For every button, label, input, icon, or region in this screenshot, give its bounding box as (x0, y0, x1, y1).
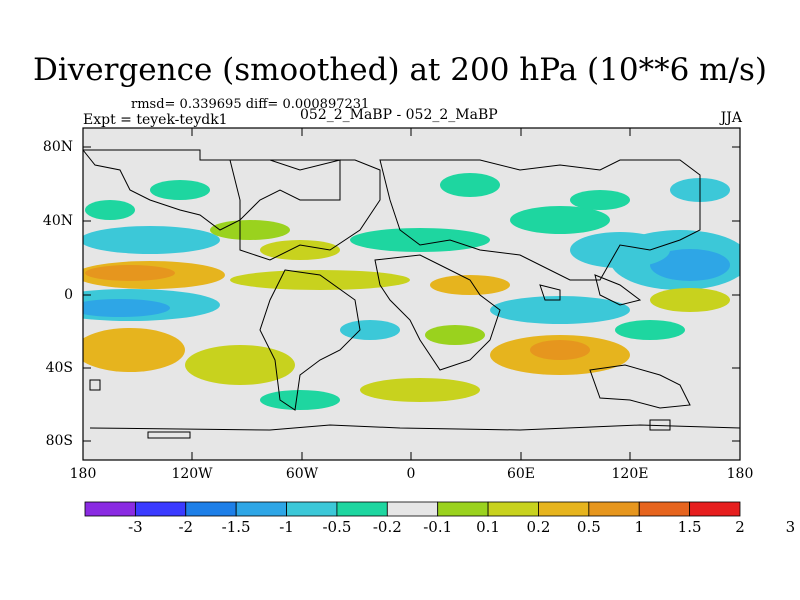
field-blob-darkorange (85, 265, 175, 281)
colorbar-swatch (235, 501, 287, 517)
colorbar-label: -1 (279, 518, 294, 536)
colorbar-label: -0.5 (322, 518, 352, 536)
experiment-label: Expt = teyek-teydk1 (83, 112, 228, 128)
field-blob-green (570, 190, 630, 210)
season-label: JJA (720, 110, 742, 126)
colorbar-swatch (638, 501, 691, 517)
field-blob-green (85, 200, 135, 220)
colorbar-label: 1.5 (677, 518, 702, 536)
field-blob-lime (425, 325, 485, 345)
field-blob-olive (185, 345, 295, 385)
field-blob-olive (230, 270, 410, 290)
colorbar-swatch (437, 501, 489, 517)
lon-label-60w: 60W (285, 466, 319, 482)
field-blob-green (615, 320, 685, 340)
colorbar-swatch (386, 501, 439, 517)
lat-ticks (83, 146, 740, 442)
colorbar-swatch (336, 501, 388, 517)
colorbar-label: -0.1 (423, 518, 453, 536)
lat-label-eq: 0 (64, 287, 73, 303)
lat-label-40s: 40S (45, 360, 73, 376)
colorbar-label: -0.2 (372, 518, 402, 536)
field-blob-green (350, 228, 490, 252)
colorbar-swatch (134, 501, 187, 517)
lon-label-120e: 120E (611, 466, 649, 482)
coastline-outlines (83, 149, 740, 439)
colorbar-label: -3 (128, 518, 143, 536)
map-plot-area (83, 128, 740, 460)
lon-ticks (191, 128, 631, 460)
field-blob-green (440, 173, 500, 197)
field-blob-olive (360, 378, 480, 402)
field-blob-green (260, 390, 340, 410)
lon-label-60e: 60E (506, 466, 536, 482)
field-blob-olive (650, 288, 730, 312)
lon-label-180e: 180 (726, 466, 754, 482)
field-blob-blue (650, 249, 730, 281)
field-blob-cyan (570, 232, 670, 268)
field-blob-blue (83, 299, 170, 317)
colorbar (84, 501, 741, 517)
comparison-label: 052_2_MaBP - 052_2_MaBP (300, 107, 498, 123)
field-blob-cyan (83, 226, 220, 254)
divergence-field (83, 173, 740, 410)
stats-label: rmsd= 0.339695 diff= 0.000897231 (131, 97, 370, 112)
colorbar-label: 0.5 (576, 518, 601, 536)
colorbar-label: 0.2 (526, 518, 551, 536)
field-blob-green (150, 180, 210, 200)
colorbar-label: 3 (785, 518, 796, 536)
colorbar-label: -2 (178, 518, 194, 536)
lat-label-80n: 80N (42, 139, 73, 155)
colorbar-swatch (689, 501, 741, 517)
field-blob-darkorange (530, 340, 590, 360)
map-title: Divergence (smoothed) at 200 hPa (10**6 … (33, 52, 767, 88)
lon-label-0: 0 (406, 466, 416, 482)
colorbar-swatch (185, 501, 237, 517)
colorbar-swatch (588, 501, 640, 517)
lat-label-80s: 80S (45, 433, 73, 449)
field-blob-green (510, 206, 610, 234)
colorbar-label: 1 (634, 518, 644, 536)
field-blob-cyan (340, 320, 400, 340)
colorbar-swatch (538, 501, 590, 517)
colorbar-swatch (286, 501, 338, 517)
colorbar-label: 0.1 (476, 518, 500, 536)
field-blob-lime (210, 220, 290, 240)
lon-label-120w: 120W (171, 466, 213, 482)
lon-label-180w: 180 (69, 466, 97, 482)
lat-label-40n: 40N (42, 213, 73, 229)
colorbar-label: -1.5 (221, 518, 251, 536)
field-blob-cyan (490, 296, 630, 324)
field-blob-orange (430, 275, 510, 295)
colorbar-swatch (84, 501, 136, 517)
colorbar-swatch (487, 501, 539, 517)
field-blob-orange (83, 328, 185, 372)
colorbar-label: 2 (735, 518, 745, 536)
